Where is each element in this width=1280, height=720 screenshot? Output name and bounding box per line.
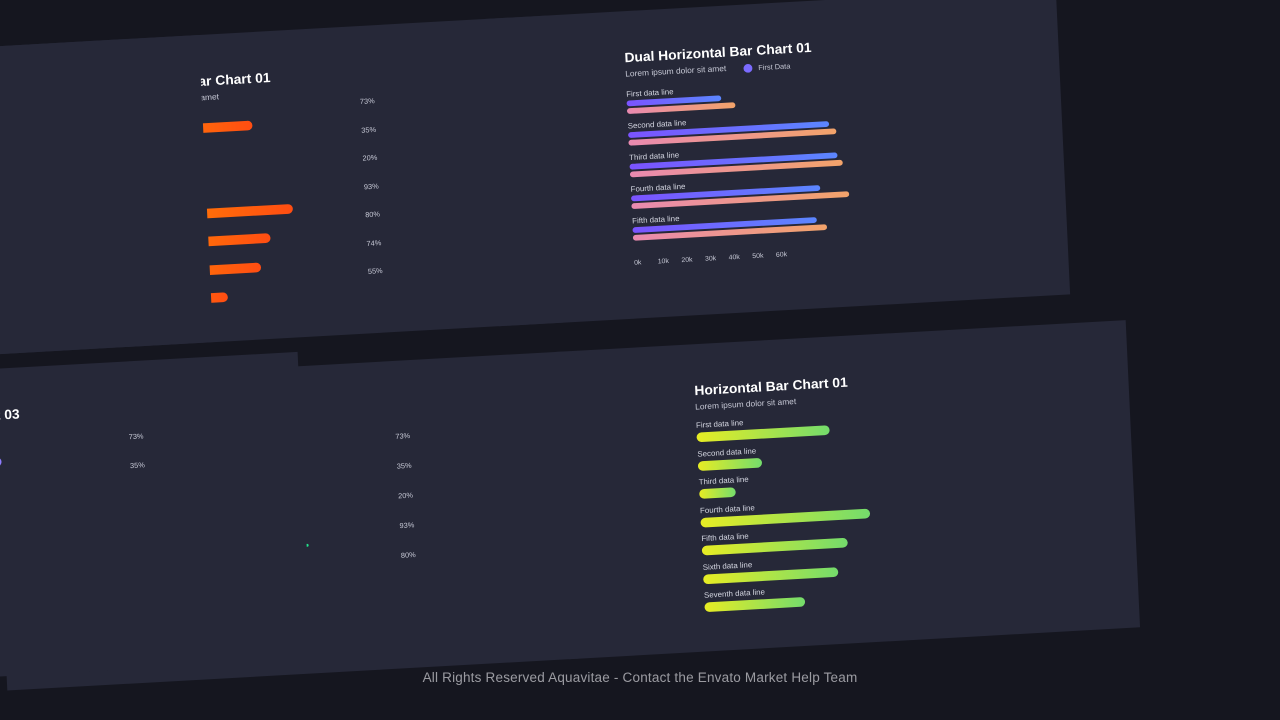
x-axis-tick-label: 0k (633, 259, 642, 267)
bar-value-label: 74% (366, 237, 382, 248)
bar-label: Third data line (628, 150, 680, 163)
bar-value-label: 35% (129, 460, 146, 470)
bar-label: Second data line (697, 446, 757, 459)
x-axis-tick-label: 50k (752, 252, 764, 261)
bar-label: Sixth data line (702, 559, 753, 572)
chart-title: Horizontal Bar Chart 01 (694, 374, 849, 399)
legend-label: First Data (758, 61, 791, 73)
bar-label: First data line (626, 87, 674, 99)
bar-value-label: 73% (395, 431, 411, 441)
bar-label: Seventh data line (703, 587, 766, 600)
bar-label: First data line (695, 418, 744, 430)
bar (0, 457, 2, 475)
x-axis-tick-label: 20k (681, 256, 693, 265)
x-axis-tick-label: 10k (657, 258, 670, 266)
bar-value-label: 73% (359, 96, 375, 106)
chart-subtitle: Lorem ipsum dolor sit amet (625, 63, 727, 79)
x-axis-tick-label: 30k (704, 255, 717, 263)
bar (697, 457, 762, 471)
legend-item: First Data (743, 61, 791, 73)
chart-subtitle: Lorem ipsum dolor sit amet (694, 396, 797, 412)
chart-card-7: Dual Horizontal Bar Chart 01 Lorem ipsum … (484, 0, 1071, 327)
bar (704, 596, 805, 613)
bar-value-label: 20% (397, 490, 414, 501)
chart-title: Horizontal Bar Chart 03 (0, 405, 20, 430)
legend-dot (743, 63, 753, 73)
bar-label: Third data line (698, 474, 749, 487)
bar (699, 487, 736, 499)
watermark-text: All Rights Reserved Aquavitae - Contact … (422, 670, 858, 685)
bar-value-label: 35% (396, 461, 412, 471)
bar-value-label: 80% (400, 550, 416, 560)
x-axis-tick-label: 60k (775, 251, 788, 259)
chart-card-4: Horizontal Bar Chart 01 Lorem ipsum dolor… (554, 320, 1141, 660)
legend: First Data (743, 61, 791, 73)
bar-value-label: 35% (361, 124, 377, 135)
bar-value-label: 55% (367, 266, 383, 276)
bar-value-label: 80% (364, 209, 381, 220)
bar-value-label: 93% (399, 520, 415, 531)
bar-label: Fourth data line (699, 503, 755, 515)
bar-value-label: 93% (363, 181, 379, 191)
x-axis-tick-label: 40k (728, 254, 740, 262)
bar-value-label: 73% (128, 431, 144, 442)
chart-card-6: Horizontal Bar Chart 03Lorem ipsum dolor… (0, 351, 312, 691)
bar-value-label: 20% (362, 153, 378, 163)
bar-label: Fifth data line (631, 214, 680, 226)
bar-label: Fourth data line (630, 182, 686, 194)
bar-label: Fifth data line (701, 531, 749, 544)
chart-card-9: First DataSecond Data40k50k60k70k80k90k1… (0, 34, 214, 375)
